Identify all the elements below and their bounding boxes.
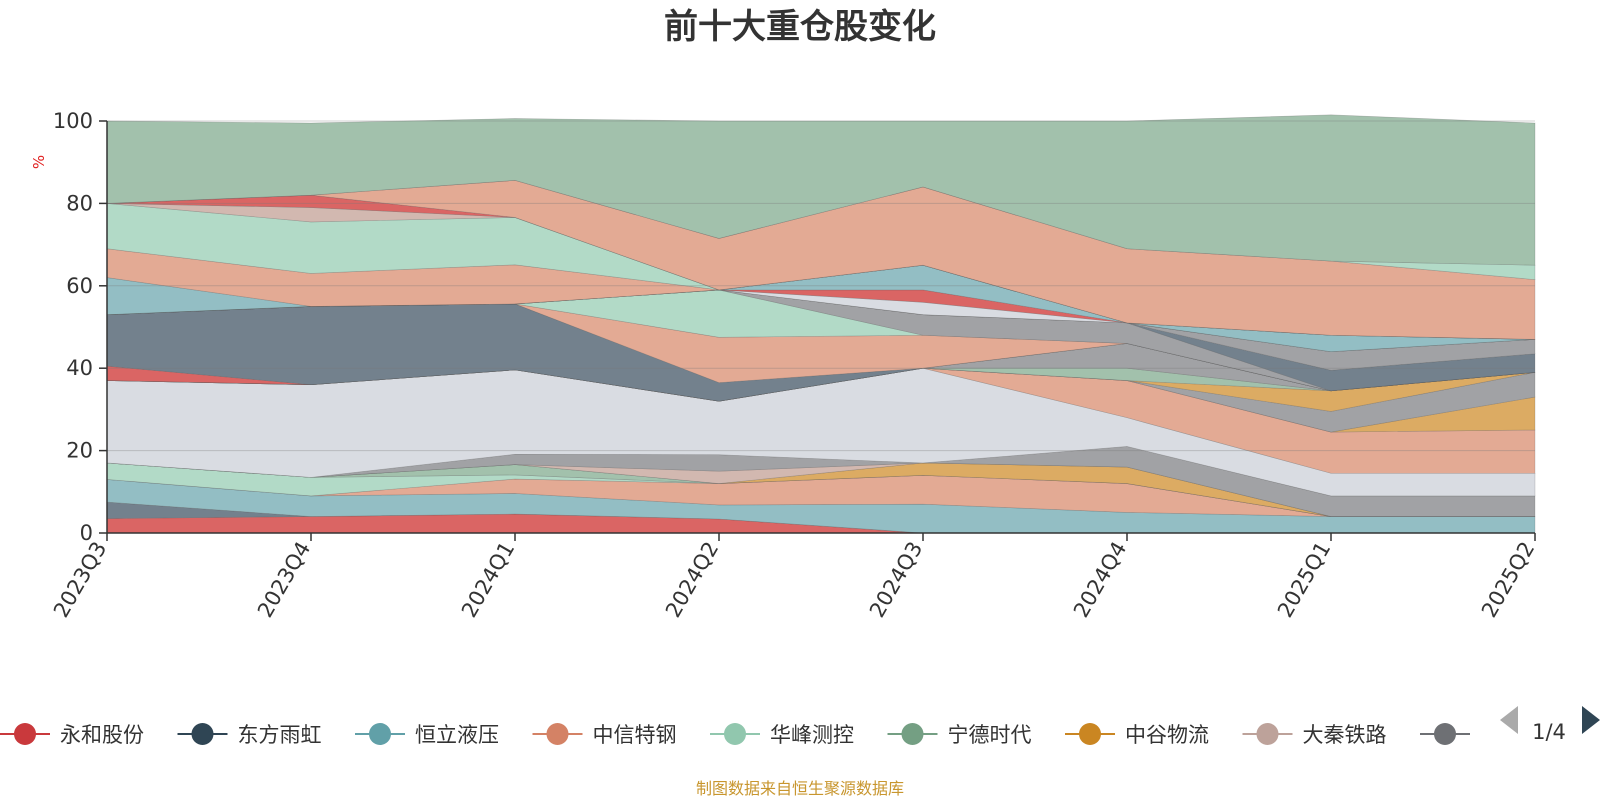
- legend-item[interactable]: 恒立液压: [355, 723, 499, 747]
- legend-marker-icon: [1434, 723, 1456, 745]
- y-tick-label: 100: [53, 109, 93, 133]
- legend-marker-icon: [1079, 723, 1101, 745]
- legend-next-arrow-icon[interactable]: [1582, 706, 1600, 734]
- x-tick-label: 2025Q1: [1273, 538, 1335, 622]
- legend[interactable]: 永和股份 东方雨虹 恒立液压 中信特钢 华峰测控 宁德时代 中谷物流 大秦铁路: [0, 700, 1600, 750]
- x-tick-label: 2025Q2: [1477, 538, 1539, 622]
- legend-clip: [1482, 700, 1600, 750]
- legend-label: 东方雨虹: [238, 723, 322, 747]
- legend-label: 中谷物流: [1125, 723, 1209, 747]
- x-tick-label: 2023Q4: [253, 538, 315, 622]
- legend-marker-icon: [546, 723, 569, 745]
- axes: [99, 120, 1536, 541]
- legend-pager[interactable]: 1/4: [1500, 706, 1600, 744]
- legend-prev-arrow-icon[interactable]: [1500, 706, 1518, 734]
- x-tick-label: 2024Q4: [1069, 538, 1131, 622]
- y-tick-label: 20: [66, 439, 93, 463]
- source-note: 制图数据来自恒生聚源数据库: [696, 779, 904, 798]
- x-tick-label: 2024Q3: [865, 538, 927, 622]
- legend-item[interactable]: [1420, 723, 1470, 745]
- legend-item[interactable]: 东方雨虹: [177, 723, 322, 747]
- legend-item[interactable]: 中谷物流: [1065, 723, 1209, 747]
- x-tick-labels: 2023Q3 2023Q4 2024Q1 2024Q2 2024Q3 2024Q4 2025…: [49, 538, 1539, 622]
- y-tick-label: 0: [80, 521, 93, 545]
- grid-lines: [107, 120, 1535, 452]
- legend-marker-icon: [901, 723, 924, 745]
- legend-item[interactable]: 华峰测控: [710, 723, 854, 747]
- legend-label: 华峰测控: [770, 723, 854, 747]
- chart-title: 前十大重仓股变化: [664, 7, 936, 47]
- y-tick-label: 40: [66, 356, 93, 380]
- legend-marker-icon: [1256, 723, 1279, 745]
- x-tick-label: 2024Q1: [457, 538, 519, 622]
- area-series-33: [106, 114, 1536, 266]
- legend-item[interactable]: 宁德时代: [887, 723, 1032, 747]
- y-tick-label: 60: [66, 274, 93, 298]
- legend-page-indicator: 1/4: [1532, 720, 1566, 744]
- legend-marker-icon: [14, 723, 36, 745]
- legend-label: 恒立液压: [415, 723, 499, 747]
- stacked-areas: [106, 114, 1536, 534]
- legend-label: 大秦铁路: [1303, 723, 1387, 747]
- legend-item[interactable]: 大秦铁路: [1242, 723, 1387, 747]
- legend-label: 永和股份: [60, 723, 144, 747]
- x-tick-label: 2024Q2: [661, 538, 723, 622]
- legend-marker-icon: [724, 723, 746, 745]
- y-axis-unit: %: [30, 155, 48, 169]
- legend-label: 宁德时代: [948, 723, 1032, 747]
- legend-marker-icon: [191, 723, 214, 745]
- x-tick-label: 2023Q3: [49, 538, 111, 622]
- legend-item[interactable]: 中信特钢: [532, 723, 677, 747]
- legend-label: 中信特钢: [593, 723, 677, 747]
- legend-marker-icon: [369, 723, 391, 745]
- legend-item[interactable]: 永和股份: [0, 723, 144, 747]
- y-tick-labels: 0 20 40 60 80 100: [53, 109, 93, 545]
- y-tick-label: 80: [66, 191, 93, 215]
